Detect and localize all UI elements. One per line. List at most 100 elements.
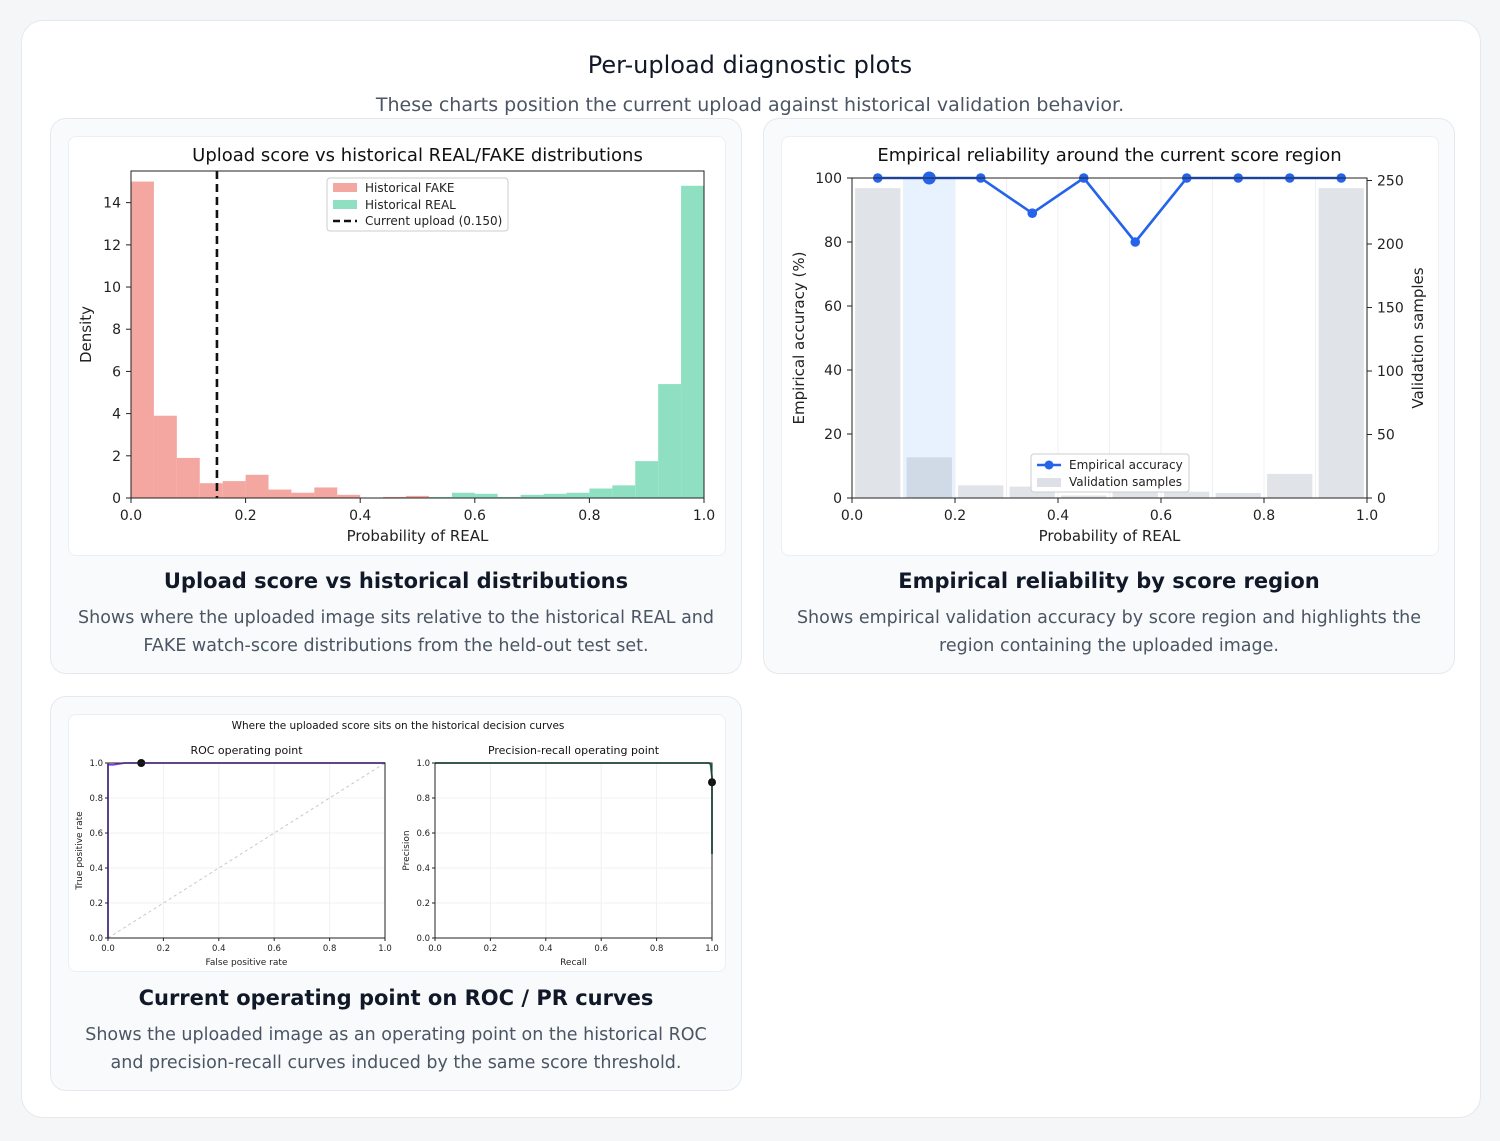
fake-bar [291, 492, 315, 498]
y-axis-label: Empirical accuracy (%) [790, 252, 808, 425]
roc-pr-plot: Where the uploaded score sits on the his… [68, 714, 726, 972]
chart-title: Upload score vs historical REAL/FAKE dis… [192, 145, 643, 166]
real-bar [681, 185, 704, 498]
x-tick-label: 0.4 [212, 944, 226, 954]
real-bar [497, 496, 521, 498]
real-bar [520, 494, 544, 498]
y-tick-label: 0.6 [89, 829, 103, 839]
y-tick-label: 40 [824, 363, 842, 379]
current-region-highlight [903, 178, 955, 498]
x-tick-label: 0.2 [234, 508, 256, 524]
x-axis-label: Probability of REAL [347, 527, 489, 545]
x-tick-label: 0.4 [349, 508, 371, 524]
sample-bar [1061, 495, 1107, 498]
sample-bar [1215, 492, 1261, 498]
y-tick-label: 0.8 [416, 794, 430, 804]
y-axis-label: True positive rate [75, 811, 85, 891]
y-tick-label: 0 [833, 491, 842, 507]
x-tick-label: 0.6 [1150, 508, 1172, 524]
chance-diagonal [107, 762, 386, 939]
legend-upload-label: Current upload (0.150) [365, 214, 502, 228]
sample-bar [958, 485, 1004, 498]
real-bar [428, 496, 452, 498]
x-tick-label: 0.0 [101, 944, 115, 954]
distribution-plot: Upload score vs historical REAL/FAKE dis… [68, 136, 726, 556]
panel-title: ROC operating point [190, 744, 303, 757]
y-tick-label: 0.0 [416, 934, 430, 944]
y-tick-label: 0.2 [89, 899, 103, 909]
accuracy-point [1027, 208, 1038, 218]
chart-title: Empirical reliability around the current… [877, 145, 1341, 166]
x-tick-label: 0.0 [841, 508, 863, 524]
fake-bar [245, 474, 269, 498]
real-bar [658, 384, 682, 498]
x-tick-label: 0.0 [428, 944, 442, 954]
sample-bar [1164, 491, 1210, 498]
reliability-card: Empirical reliability around the current… [763, 118, 1455, 674]
x-tick-label: 0.8 [323, 944, 337, 954]
y-tick-label: 14 [103, 196, 121, 212]
x-tick-label: 0.8 [1253, 508, 1275, 524]
fake-bar [337, 494, 361, 498]
panel-frame [434, 762, 713, 939]
legend-samples-swatch [1037, 478, 1061, 487]
plot-frame [851, 177, 1368, 499]
pr-curve [435, 762, 713, 854]
y-tick-label: 10 [103, 280, 121, 296]
x-tick-label: 0.2 [944, 508, 966, 524]
y-tick-label: 6 [112, 364, 121, 380]
page-title: Per-upload diagnostic plots [587, 51, 913, 79]
legend-accuracy-marker [1044, 460, 1054, 470]
real-bar [612, 485, 636, 498]
y-tick-label: 20 [824, 427, 842, 443]
y-tick-label: 12 [103, 238, 121, 254]
y-tick-label: 4 [112, 407, 121, 423]
real-bar [543, 493, 567, 498]
reliability-chart: Empirical reliability around the current… [790, 145, 1427, 545]
sample-bar [855, 188, 901, 498]
sample-bar [1112, 491, 1158, 498]
y-tick-label: 0.4 [416, 864, 430, 874]
card-description: Shows where the uploaded image sits rela… [78, 608, 714, 656]
y-axis-label: Precision [402, 830, 412, 870]
x-axis-label: Recall [560, 958, 587, 968]
y-tick-label: 60 [824, 299, 842, 315]
roc-pr-chart: Where the uploaded score sits on the his… [75, 720, 719, 968]
x-tick-label: 0.8 [578, 508, 600, 524]
x-axis-label: False positive rate [206, 958, 288, 968]
y-tick-label: 0.2 [416, 899, 430, 909]
x-tick-label: 0.8 [650, 944, 664, 954]
sample-bar [1318, 188, 1364, 498]
y-axis-label: Density [77, 306, 95, 363]
y-tick-label: 80 [824, 235, 842, 251]
y-tick-label: 0 [112, 491, 121, 507]
real-bar [474, 493, 498, 498]
fake-bar [383, 496, 407, 498]
card-title: Empirical reliability by score region [898, 569, 1320, 593]
x-tick-label: 0.6 [594, 944, 608, 954]
fake-bar [199, 483, 223, 498]
fake-bar [314, 487, 338, 498]
roc-pr-card: Where the uploaded score sits on the his… [50, 696, 742, 1091]
x-tick-label: 1.0 [378, 944, 392, 954]
y-tick-label: 2 [112, 449, 121, 465]
x-tick-label: 0.2 [484, 944, 498, 954]
y2-tick-label: 250 [1377, 174, 1404, 190]
x-tick-label: 1.0 [693, 508, 715, 524]
x-tick-label: 0.4 [539, 944, 553, 954]
real-bar [566, 492, 590, 498]
distribution-card: Upload score vs historical REAL/FAKE dis… [50, 118, 742, 674]
x-tick-label: 0.6 [464, 508, 486, 524]
legend-box [1030, 453, 1190, 493]
card-description: Shows empirical validation accuracy by s… [796, 608, 1422, 656]
fake-bar [176, 457, 200, 498]
real-bar [451, 492, 475, 498]
y2-axis-label: Validation samples [1409, 267, 1427, 408]
fake-bar [406, 495, 429, 498]
y2-tick-label: 50 [1377, 428, 1395, 444]
sample-bar [1009, 486, 1055, 498]
y-tick-label: 0.8 [89, 794, 103, 804]
page-subtitle: These charts position the current upload… [375, 94, 1125, 116]
chart-title: Where the uploaded score sits on the his… [232, 720, 565, 732]
sample-bar [906, 457, 952, 498]
